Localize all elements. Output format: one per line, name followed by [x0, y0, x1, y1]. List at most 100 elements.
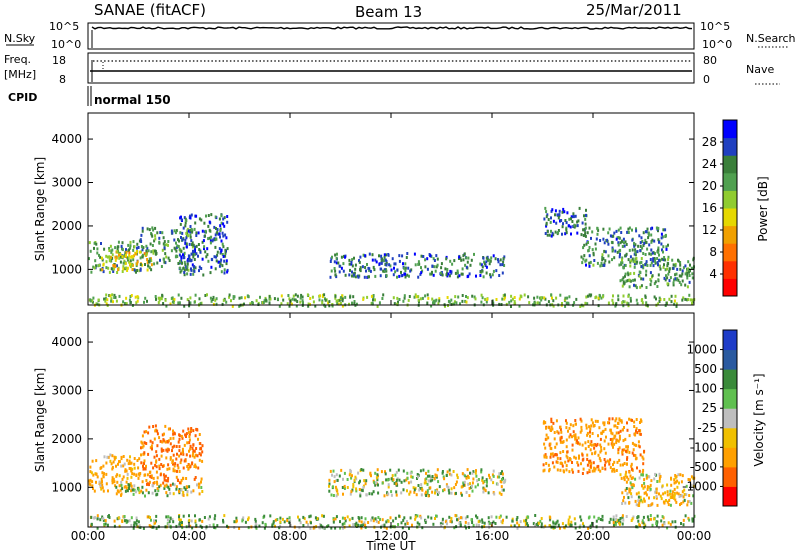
rti-cell — [569, 423, 572, 427]
rti-cell — [133, 521, 136, 525]
rti-cell — [127, 256, 130, 260]
rti-cell — [120, 483, 123, 487]
rti-cell — [524, 520, 527, 524]
rti-cell — [643, 497, 645, 501]
rti-cell — [635, 418, 638, 421]
rti-cell — [185, 265, 188, 269]
rti-cell — [137, 472, 140, 476]
rti-cell — [664, 233, 667, 237]
rti-cell — [637, 440, 640, 444]
rti-cell — [434, 299, 437, 303]
rti-cell — [637, 495, 640, 499]
rti-cell — [140, 233, 143, 237]
rti-cell — [426, 267, 429, 271]
rti-cell — [571, 461, 573, 464]
rti-cell — [637, 499, 640, 503]
rti-cell — [180, 523, 183, 527]
rti-cell — [204, 229, 207, 233]
rti-cell — [182, 452, 185, 456]
rti-cell — [676, 491, 679, 495]
rti-cell — [133, 524, 136, 527]
rti-cell — [469, 482, 471, 486]
rti-cell — [88, 257, 90, 261]
rti-cell — [643, 481, 646, 485]
rti-cell — [323, 293, 326, 297]
rti-cell — [208, 515, 211, 519]
rti-cell — [192, 489, 195, 493]
rti-cell — [101, 483, 104, 487]
rti-cell — [416, 514, 419, 518]
rti-cell — [139, 267, 142, 271]
rti-cell — [559, 451, 562, 455]
rti-cell — [224, 251, 227, 255]
rti-cell — [602, 421, 605, 425]
rti-cell — [196, 483, 198, 487]
rti-cell — [145, 479, 148, 482]
rti-cell — [615, 431, 618, 435]
rti-cell — [616, 426, 619, 429]
rti-cell — [655, 487, 658, 491]
rti-cell — [574, 526, 577, 530]
rti-cell — [333, 480, 336, 484]
rti-cell — [668, 279, 671, 283]
rti-cell — [635, 427, 638, 431]
rti-cell — [312, 300, 315, 304]
rti-cell — [119, 255, 122, 259]
rti-cell — [564, 460, 567, 464]
rti-cell — [648, 496, 650, 500]
rti-cell — [572, 430, 575, 434]
rti-cell — [335, 256, 338, 260]
rti-cell — [686, 273, 689, 277]
rti-cell — [441, 470, 444, 473]
rti-cell — [471, 294, 474, 298]
rti-cell — [110, 259, 113, 263]
rti-cell — [125, 302, 128, 306]
rti-cell — [559, 425, 562, 429]
rti-cell — [214, 298, 217, 302]
rti-cell — [136, 262, 139, 266]
rti-cell — [630, 464, 633, 468]
rti-cell — [166, 449, 169, 453]
rti-cell — [401, 526, 404, 530]
rti-cell — [167, 522, 170, 526]
rti-cell — [637, 519, 640, 523]
rti-cell — [176, 469, 178, 473]
rti-cell — [538, 301, 541, 305]
rti-cell — [593, 466, 596, 470]
rti-cell — [664, 228, 667, 232]
rti-cell — [183, 216, 186, 220]
rti-cell — [417, 298, 420, 302]
rti-cell — [535, 522, 538, 526]
rti-cell — [169, 442, 172, 446]
rti-cell — [166, 447, 169, 451]
rti-cell — [519, 520, 522, 524]
rti-cell — [338, 474, 341, 478]
rti-cell — [301, 299, 304, 303]
rti-cell — [674, 277, 677, 281]
rti-cell — [603, 458, 606, 461]
rti-cell — [627, 477, 630, 481]
rti-cell — [474, 471, 477, 475]
rti-cell — [676, 277, 679, 281]
rti-cell — [178, 253, 181, 257]
rti-cell — [566, 456, 569, 460]
rti-cell — [106, 455, 109, 459]
rti-cell — [565, 454, 568, 458]
colorbar-tick-label: -500 — [690, 460, 717, 474]
rti-cell — [164, 440, 167, 444]
rti-cell — [579, 430, 582, 434]
rti-cell — [357, 275, 360, 279]
rti-cell — [665, 274, 667, 278]
rti-cell — [139, 263, 142, 267]
rti-cell — [526, 515, 529, 519]
rti-cell — [189, 228, 192, 232]
rti-cell — [559, 428, 562, 431]
rti-cell — [166, 467, 169, 471]
rti-cell — [139, 472, 142, 475]
rti-cell — [624, 264, 627, 267]
rti-cell — [675, 272, 678, 276]
rti-cell — [295, 304, 298, 308]
rti-cell — [102, 489, 105, 493]
rti-cell — [120, 480, 123, 484]
rti-cell — [454, 483, 457, 486]
